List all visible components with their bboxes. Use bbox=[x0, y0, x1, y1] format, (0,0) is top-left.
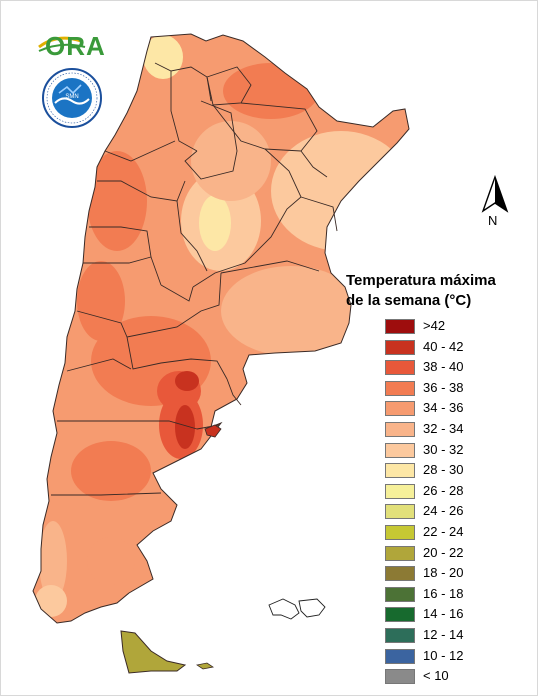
province-borders bbox=[51, 62, 338, 496]
legend-swatch bbox=[385, 524, 415, 540]
zone-mild-buenos-aires bbox=[221, 266, 361, 356]
zone-cool-south bbox=[35, 585, 67, 617]
legend-label: 26 - 28 bbox=[423, 482, 464, 498]
legend-label: 16 - 18 bbox=[423, 585, 464, 601]
legend-swatch bbox=[385, 380, 415, 396]
legend-swatch bbox=[385, 566, 415, 582]
legend-swatch bbox=[385, 545, 415, 561]
malvinas-islands bbox=[268, 598, 326, 620]
legend-swatch bbox=[385, 586, 415, 602]
legend-swatch bbox=[385, 607, 415, 623]
legend-label: 30 - 32 bbox=[423, 441, 464, 457]
legend-swatch bbox=[385, 401, 415, 417]
legend-label: 40 - 42 bbox=[423, 338, 464, 354]
zone-mild-central-north bbox=[191, 121, 271, 201]
legend-label: 20 - 22 bbox=[423, 544, 464, 560]
legend-label: 10 - 12 bbox=[423, 647, 464, 663]
ora-logo-swoosh-icon bbox=[38, 36, 86, 52]
zone-cool-center bbox=[199, 195, 231, 251]
legend-title-line2: de la semana (°C) bbox=[346, 292, 472, 309]
legend-label: 22 - 24 bbox=[423, 523, 464, 539]
legend-swatch bbox=[385, 360, 415, 376]
isla-de-los-estados bbox=[195, 662, 215, 670]
coastal-island bbox=[204, 424, 222, 438]
temperature-field bbox=[35, 35, 409, 617]
legend-swatch bbox=[385, 442, 415, 458]
legend-swatch bbox=[385, 504, 415, 520]
legend-label: 14 - 16 bbox=[423, 606, 464, 622]
legend-label: 18 - 20 bbox=[423, 565, 464, 581]
legend-title-line1: Temperatura máxima bbox=[346, 272, 496, 289]
zone-very-hot-coast bbox=[175, 405, 195, 449]
legend-label: 32 - 34 bbox=[423, 420, 464, 436]
zone-warm-west bbox=[87, 151, 147, 251]
smn-emblem-icon: SMN bbox=[42, 68, 102, 128]
zone-very-hot-pampa bbox=[175, 371, 199, 391]
legend-swatch bbox=[385, 627, 415, 643]
ora-logo-text: ORA bbox=[45, 31, 106, 61]
zone-mild-patagonia-west bbox=[39, 521, 67, 601]
legend-swatch bbox=[385, 339, 415, 355]
legend-title: Temperatura máxima de la semana (°C) bbox=[346, 271, 536, 311]
legend-label: < 10 bbox=[423, 668, 449, 684]
legend-label: 36 - 38 bbox=[423, 379, 464, 395]
legend-swatch bbox=[385, 319, 415, 334]
legend-label: >42 bbox=[423, 318, 446, 333]
tierra-del-fuego bbox=[120, 630, 187, 674]
zone-warm-north bbox=[223, 63, 319, 119]
legend-label: 12 - 14 bbox=[423, 626, 464, 642]
legend-swatch bbox=[385, 483, 415, 499]
zone-cool-northwest bbox=[143, 35, 183, 79]
north-arrow-label: N bbox=[488, 213, 498, 228]
north-arrow-icon bbox=[481, 175, 509, 213]
smn-emblem-center-text: SMN bbox=[65, 94, 78, 100]
mainland-outline bbox=[32, 33, 410, 624]
legend-label: 28 - 30 bbox=[423, 462, 464, 478]
zone-warm-south bbox=[87, 537, 135, 585]
legend-swatch bbox=[385, 669, 415, 685]
zone-mild-northeast bbox=[271, 131, 409, 251]
legend-label: 24 - 26 bbox=[423, 503, 464, 519]
legend-swatch bbox=[385, 648, 415, 664]
legend-label: 38 - 40 bbox=[423, 359, 464, 375]
zone-warm-patagonia bbox=[71, 441, 151, 501]
legend-swatch bbox=[385, 463, 415, 479]
legend-label: 34 - 36 bbox=[423, 400, 464, 416]
legend-swatch bbox=[385, 421, 415, 437]
